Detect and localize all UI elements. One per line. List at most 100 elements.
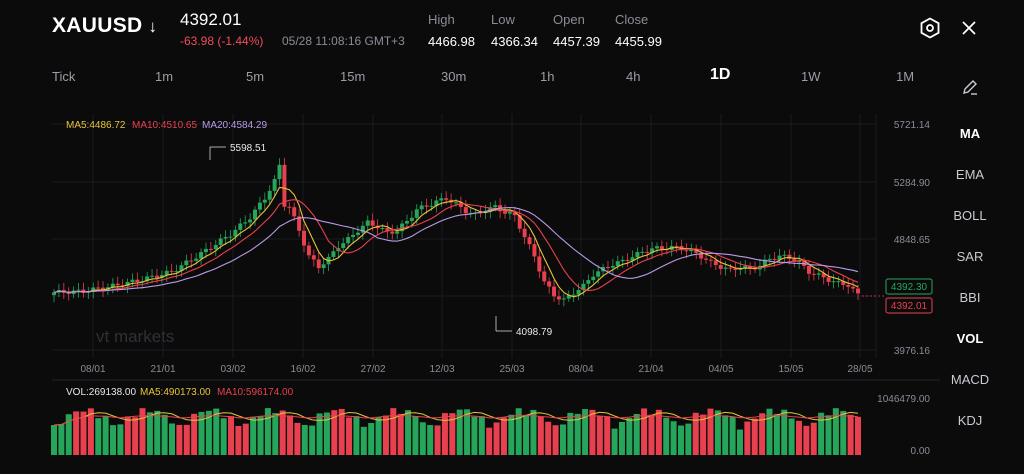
- volume-bar: [228, 416, 235, 455]
- candle-body: [238, 223, 243, 230]
- indicator-bbi[interactable]: BBI: [959, 290, 981, 305]
- candle-body: [615, 261, 620, 266]
- close-price-tag: [885, 297, 933, 314]
- candle-body: [561, 298, 566, 300]
- x-tick-label: 04/05: [708, 364, 733, 375]
- volume-bar: [205, 410, 212, 455]
- candle-body: [684, 250, 689, 252]
- candle-body: [640, 251, 645, 253]
- candle-body: [816, 273, 821, 275]
- vol-ma10-line: [53, 415, 859, 426]
- stat-label: High: [428, 12, 455, 27]
- volume-bar: [751, 418, 758, 455]
- price-chart[interactable]: vt markets MA5:4486.72 MA10:4510.65 MA20…: [0, 110, 940, 474]
- volume-bar: [110, 425, 117, 455]
- stat-high: High 4466.98: [428, 12, 475, 49]
- candle-body: [846, 284, 851, 287]
- volume-bar: [677, 425, 684, 455]
- candle-body: [856, 288, 860, 294]
- candle-body: [826, 277, 831, 282]
- indicator-sar[interactable]: SAR: [956, 249, 984, 264]
- volume-bar: [390, 408, 397, 455]
- timeframe-5m[interactable]: 5m: [246, 69, 265, 84]
- x-tick-label: 08/01: [80, 364, 105, 375]
- volume-bar: [663, 417, 670, 455]
- candle-body: [493, 205, 498, 208]
- stat-label: Close: [615, 12, 649, 27]
- x-tick-label: 16/02: [290, 364, 315, 375]
- timeframe-1mo[interactable]: 1M: [896, 69, 915, 84]
- candle-body: [316, 259, 321, 269]
- volume-bar: [478, 416, 485, 455]
- candle-body: [444, 198, 449, 200]
- x-tick-label: 08/04: [568, 364, 593, 375]
- timeframe-15m[interactable]: 15m: [340, 69, 366, 84]
- x-tick-label: 27/02: [360, 364, 385, 375]
- volume-bar: [154, 410, 161, 455]
- candle-body: [625, 259, 630, 261]
- y-tick-label: 3976.16: [894, 346, 931, 357]
- arrow-down-icon: ↓: [148, 17, 158, 36]
- volume-bar: [117, 424, 124, 455]
- volume-bar: [434, 425, 441, 455]
- ma10-line: [53, 199, 859, 294]
- candle-body: [194, 258, 199, 261]
- indicator-vol[interactable]: VOL: [956, 331, 984, 346]
- symbol-name: XAUUSD: [52, 14, 143, 37]
- timeframe-tick[interactable]: Tick: [52, 69, 76, 84]
- volume-bar: [500, 417, 507, 455]
- candle-body: [169, 270, 174, 272]
- pencil-icon[interactable]: [940, 78, 1000, 99]
- candle-body: [282, 164, 287, 207]
- candle-body: [233, 229, 238, 237]
- timeframe-1m[interactable]: 1m: [155, 69, 174, 84]
- volume-bar: [618, 421, 625, 455]
- candle-body: [674, 245, 679, 247]
- close-icon[interactable]: [957, 16, 981, 40]
- volume-bar: [633, 413, 640, 455]
- x-tick-label: 25/03: [499, 364, 524, 375]
- volume-bar: [360, 426, 367, 455]
- timeframe-1d[interactable]: 1D: [710, 66, 731, 83]
- chart-grid: [52, 114, 877, 358]
- candle-body: [404, 220, 409, 224]
- volume-bar: [626, 417, 633, 455]
- candle-body: [503, 211, 508, 214]
- volume-bar: [427, 425, 434, 455]
- candle-body: [806, 265, 811, 274]
- indicator-ma[interactable]: MA: [959, 126, 981, 141]
- timeframe-30m[interactable]: 30m: [441, 69, 467, 84]
- candle-body: [248, 219, 253, 223]
- timeframe-4h[interactable]: 4h: [626, 69, 641, 84]
- candle-body: [694, 249, 699, 253]
- candle-body: [458, 202, 463, 208]
- volume-bar: [707, 408, 714, 455]
- indicator-boll[interactable]: BOLL: [953, 208, 987, 223]
- x-tick-label: 28/05: [847, 364, 872, 375]
- timeframe-1w[interactable]: 1W: [801, 69, 821, 84]
- volume-bar: [582, 409, 589, 455]
- candle-body: [718, 265, 723, 269]
- settings-hex-icon[interactable]: [918, 16, 942, 40]
- volume-bar: [213, 408, 220, 455]
- stat-value: 4457.39: [553, 34, 600, 49]
- candle-body: [145, 276, 150, 282]
- timeframe-1h[interactable]: 1h: [540, 69, 555, 84]
- volume-bar: [58, 424, 65, 455]
- candle-body: [831, 281, 836, 283]
- stat-label: Low: [491, 12, 515, 27]
- symbol-title[interactable]: XAUUSD ↓: [52, 14, 157, 38]
- volume-bar: [855, 416, 861, 455]
- volume-bar: [773, 413, 780, 455]
- volume-bar: [80, 411, 87, 455]
- indicator-ema[interactable]: EMA: [955, 167, 985, 182]
- volume-bars: [51, 408, 861, 455]
- candle-body: [841, 281, 846, 285]
- indicator-macd[interactable]: MACD: [950, 372, 990, 387]
- volume-bar: [338, 408, 345, 455]
- stat-value: 4455.99: [615, 34, 662, 49]
- volume-bar: [655, 409, 662, 455]
- candle-body: [434, 200, 439, 206]
- indicator-kdj[interactable]: KDJ: [957, 413, 983, 428]
- bid-price-label: 4392.30: [891, 282, 928, 293]
